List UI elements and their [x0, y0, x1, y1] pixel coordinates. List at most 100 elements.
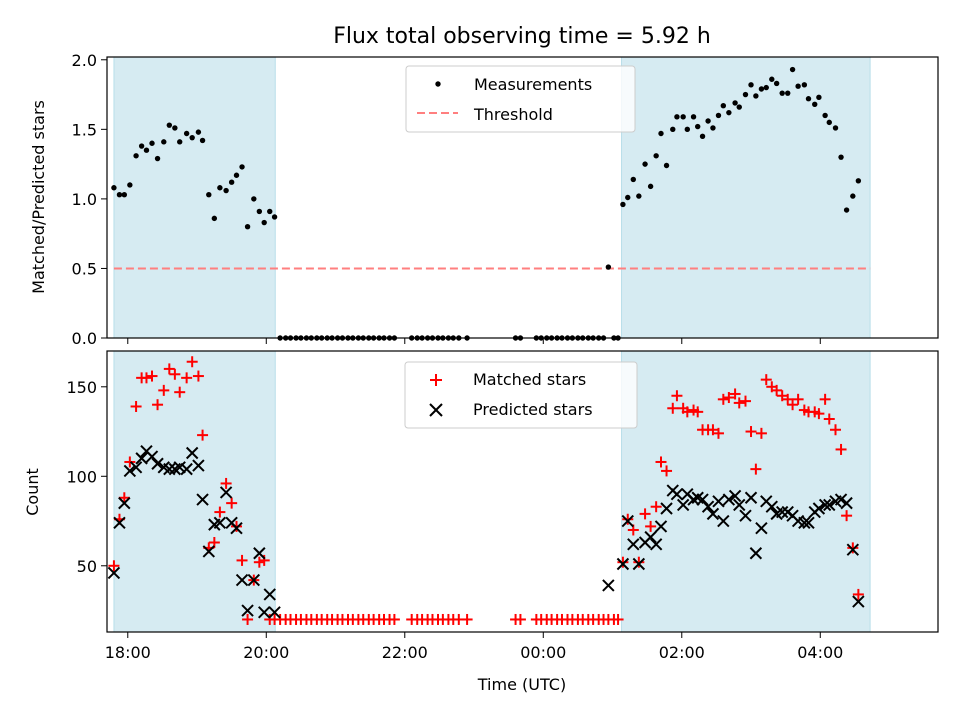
- predicted-star-point: [616, 557, 630, 571]
- measurement-point: [736, 104, 742, 110]
- measurement-point: [149, 140, 155, 146]
- measurement-point: [758, 86, 765, 92]
- matched-star-point: [140, 372, 152, 384]
- measurement-point: [647, 183, 654, 190]
- measurement-point: [843, 207, 850, 213]
- predicted-star-point: [649, 538, 663, 551]
- shaded-interval-0: [113, 56, 276, 339]
- matched-star-point: [236, 554, 248, 566]
- top-axes-frame: [106, 56, 939, 339]
- y-tick-label: 1.0: [72, 190, 97, 209]
- measurement-point: [680, 114, 686, 120]
- x-tick-label: 22:00: [382, 643, 428, 662]
- bottom-legend-box: [404, 361, 638, 429]
- y-tick-label: 1.5: [72, 120, 97, 139]
- predicted-star-point: [118, 496, 131, 510]
- measurement-point: [267, 208, 273, 215]
- predicted-star-point: [627, 538, 640, 551]
- y-tick-label: 2.0: [72, 51, 97, 70]
- matched-star-point: [782, 393, 794, 405]
- x-tick-label: 00:00: [520, 643, 566, 662]
- predicted-star-point: [798, 516, 811, 530]
- measurement-point: [251, 196, 257, 202]
- measurement-point: [720, 102, 727, 109]
- legend-predicted-marker: [429, 403, 443, 417]
- matched-star-point: [146, 370, 158, 382]
- predicted-star-point: [196, 493, 209, 506]
- matched-star-point: [755, 427, 767, 439]
- measurement-point: [653, 153, 659, 159]
- x-tick-label: 04:00: [797, 643, 843, 662]
- matched-star-point: [650, 501, 662, 513]
- bottom-y-axis-label: Count: [23, 468, 42, 516]
- measurement-point: [642, 161, 648, 167]
- measurement-point: [271, 214, 278, 220]
- predicted-star-point: [823, 498, 836, 512]
- matched-star-point: [108, 560, 120, 572]
- top-y-axis-label: Matched/Predicted stars: [29, 100, 48, 294]
- matched-star-point: [158, 384, 170, 396]
- measurement-point: [133, 153, 139, 159]
- predicted-star-point: [253, 547, 266, 560]
- predicted-star-point: [135, 452, 148, 465]
- legend-measurements-label: Measurements: [474, 75, 592, 94]
- matched-star-point: [174, 386, 186, 398]
- predicted-star-point: [722, 493, 736, 506]
- matched-star-point: [214, 506, 226, 518]
- matched-star-point: [253, 556, 265, 568]
- matched-star-point: [733, 397, 745, 409]
- bottom-legend: Matched stars Predicted stars: [404, 361, 638, 429]
- bottom-axes-frame: [106, 350, 939, 633]
- measurement-point: [195, 129, 202, 135]
- bottom-x-ticks: 18:00 20:00 22:00 00:00 02:00 04:00: [105, 632, 843, 662]
- matched-star-point: [813, 408, 825, 420]
- matched-star-point: [717, 393, 729, 405]
- predicted-star-point: [802, 516, 815, 530]
- predicted-star-point: [840, 496, 853, 510]
- matched-star-point: [388, 613, 400, 625]
- predicted-star-point: [818, 498, 832, 512]
- predicted-star-point: [107, 566, 121, 580]
- matched-star-point: [169, 368, 181, 380]
- matched-star-point: [197, 429, 209, 441]
- measurement-point: [710, 125, 716, 131]
- measurement-point: [605, 264, 612, 270]
- matched-star-point: [750, 463, 762, 475]
- measurement-point: [183, 130, 190, 137]
- legend-measurements-marker: [435, 81, 441, 87]
- predicted-star-point: [123, 464, 137, 478]
- predicted-star-point: [192, 459, 205, 472]
- legend-threshold-label: Threshold: [473, 105, 553, 124]
- matched-star-point: [776, 390, 788, 402]
- matched-star-point: [760, 374, 772, 386]
- x-tick-label: 02:00: [659, 643, 705, 662]
- matched-star-point: [645, 520, 657, 532]
- measurement-point: [801, 82, 808, 88]
- predicted-star-point: [696, 493, 709, 506]
- predicted-star-point: [660, 502, 673, 515]
- measurement-point: [789, 66, 796, 73]
- matched-star-point: [671, 390, 683, 402]
- y-tick-label: 50: [77, 557, 97, 576]
- measurement-point: [111, 185, 117, 191]
- predicted-star-point: [621, 514, 634, 528]
- measurement-point: [769, 76, 775, 82]
- measurement-point: [822, 112, 828, 119]
- legend-matched-marker: [430, 374, 442, 386]
- predicted-star-point: [733, 498, 746, 512]
- predicted-star-point: [235, 573, 249, 587]
- matched-star-point: [745, 426, 757, 438]
- measurement-point: [705, 118, 711, 124]
- matched-star-point: [181, 372, 193, 384]
- predicted-star-point: [846, 543, 860, 556]
- measurement-point: [850, 193, 856, 199]
- matched-star-point: [707, 424, 719, 436]
- shaded-interval-0: [113, 350, 276, 633]
- measurement-point: [763, 84, 769, 91]
- count-panel: 18:00 20:00 22:00 00:00 02:00 04:00 50100150 …: [23, 350, 939, 694]
- measurement-point: [121, 192, 128, 198]
- measurement-point: [161, 139, 167, 145]
- measurement-point: [166, 122, 173, 128]
- measurement-point: [261, 219, 267, 226]
